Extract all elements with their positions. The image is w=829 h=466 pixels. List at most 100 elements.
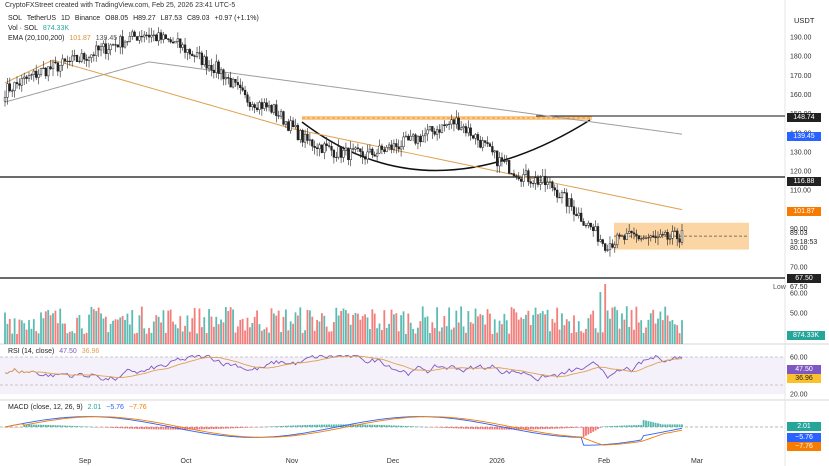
- volume-legend[interactable]: Vol · SOL 874.33K: [8, 25, 72, 32]
- macd-legend[interactable]: MACD (close, 12, 26, 9) 2.01 −5.76 −7.76: [8, 404, 150, 411]
- volume-bar: [292, 323, 294, 344]
- low-marker-value: 67.50: [790, 284, 808, 291]
- candle-body: [668, 237, 672, 240]
- price-axis-tick: 190.00: [790, 35, 812, 42]
- volume-bar: [169, 309, 172, 344]
- candle-body: [498, 157, 501, 167]
- macd-bar: [498, 427, 501, 430]
- candle-body: [375, 152, 379, 157]
- macd-bar: [597, 427, 599, 430]
- volume-bar: [541, 311, 544, 344]
- macd-bar: [575, 427, 578, 428]
- candle-body: [71, 55, 74, 62]
- legend-interval: 1D: [60, 15, 70, 22]
- macd-bar: [462, 427, 465, 429]
- volume-bar: [282, 316, 285, 344]
- macd-bar: [59, 425, 62, 427]
- candle-body: [35, 70, 38, 78]
- volume-bar: [369, 329, 371, 344]
- candle-body: [145, 34, 148, 36]
- macd-bar: [191, 427, 194, 430]
- macd-bar: [270, 426, 273, 427]
- macd-bar: [448, 427, 451, 429]
- volume-bar: [311, 316, 314, 344]
- rsi-legend[interactable]: RSI (14, close) 47.50 36.96: [8, 348, 102, 355]
- volume-bar: [4, 312, 6, 344]
- volume-bar: [294, 312, 297, 344]
- macd-bar: [390, 425, 393, 427]
- candle-body: [335, 156, 338, 158]
- candle-body: [673, 230, 676, 232]
- volume-bar: [510, 307, 513, 344]
- candle-body: [361, 151, 364, 157]
- volume-bar: [205, 333, 208, 344]
- volume-bar: [407, 313, 410, 344]
- volume-bar: [378, 323, 381, 344]
- candle-body: [140, 35, 143, 38]
- volume-bar: [438, 331, 441, 344]
- candle-body: [3, 97, 7, 102]
- ema-legend[interactable]: EMA (20,100,200) 101.87 139.45: [8, 35, 120, 42]
- volume-bar: [469, 322, 472, 344]
- volume-bar: [359, 319, 362, 344]
- candle-body: [207, 65, 211, 69]
- candle-body: [229, 78, 232, 88]
- candle-body: [632, 232, 636, 235]
- volume-bar: [472, 323, 475, 344]
- macd-bar: [573, 427, 575, 428]
- candle-body: [263, 102, 266, 109]
- macd-bar: [157, 427, 160, 430]
- macd-bar: [649, 421, 652, 427]
- candle-body: [332, 149, 336, 158]
- macd-bar: [395, 425, 398, 427]
- candle-body: [431, 126, 434, 132]
- volume-bar: [587, 318, 590, 344]
- candle-body: [109, 44, 112, 50]
- candle-body: [613, 244, 616, 248]
- macd-bar: [23, 424, 26, 427]
- volume-bar: [381, 330, 383, 344]
- volume-bar: [484, 324, 487, 344]
- macd-bar: [325, 424, 328, 427]
- candle-body: [553, 187, 556, 191]
- candle-body: [51, 61, 55, 70]
- macd-bar: [215, 427, 218, 429]
- macd-bar: [320, 424, 323, 427]
- symbol-legend[interactable]: SOL TetherUS 1D Binance O88.05 H89.27 L8…: [8, 15, 262, 22]
- candle-body: [183, 44, 187, 53]
- volume-bar: [573, 315, 575, 344]
- macd-bar: [164, 427, 167, 430]
- candle-body: [18, 83, 21, 86]
- macd-bar: [119, 427, 122, 429]
- macd-bar: [381, 425, 383, 427]
- macd-bar: [296, 425, 299, 427]
- candle-body: [219, 69, 223, 74]
- macd-bar: [196, 427, 198, 430]
- volume-bar: [628, 326, 631, 344]
- macd-bar: [169, 427, 172, 430]
- candle-body: [215, 61, 218, 73]
- macd-bar: [455, 427, 458, 429]
- candle-body: [587, 222, 590, 226]
- volume-bar: [402, 311, 405, 344]
- candle-body: [608, 243, 612, 251]
- candle-body: [311, 139, 314, 147]
- volume-bar: [277, 310, 280, 344]
- volume-bar: [371, 309, 374, 344]
- volume-bar: [645, 327, 647, 344]
- macd-bar: [589, 427, 592, 434]
- candle-body: [54, 61, 57, 64]
- volume-bar: [253, 316, 256, 344]
- volume-bar: [64, 323, 66, 344]
- candle-body: [277, 115, 280, 117]
- candle-body: [536, 177, 540, 185]
- volume-bar: [152, 321, 155, 344]
- macd-bar: [241, 427, 244, 428]
- volume-bar: [340, 311, 342, 344]
- volume-bar: [594, 328, 597, 344]
- candle-body: [272, 104, 276, 113]
- macd-bar: [198, 427, 201, 430]
- macd-bar: [318, 424, 321, 427]
- volume-bar: [534, 307, 537, 344]
